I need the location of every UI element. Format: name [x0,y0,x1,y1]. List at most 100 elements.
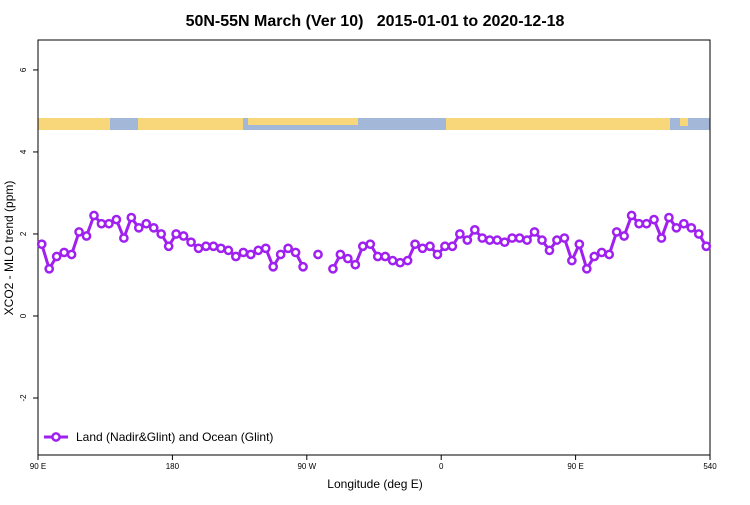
data-point [186,237,196,248]
data-point [581,263,592,274]
data-point [104,218,114,229]
data-point [74,227,84,237]
data-point [357,241,368,252]
data-point [499,237,510,248]
data-point [529,227,540,237]
data-point [350,259,361,270]
data-point [81,231,92,241]
chart-title: 50N-55N March (Ver 10) 2015-01-01 to 202… [186,13,565,30]
data-point [208,241,219,252]
data-point [559,233,570,243]
data-point [96,218,107,229]
data-point [447,241,458,252]
data-point [89,210,99,221]
x-axis-label: Longitude (deg E) [327,477,422,491]
x-tick-label: 90 E [567,462,583,471]
data-point [178,231,189,241]
x-tick-label: 90 E [30,462,46,471]
x-tick-label: 0 [439,462,444,471]
data-point [193,243,204,254]
data-point [410,239,420,250]
data-point [163,241,174,252]
data-point [656,233,667,243]
data-point [626,210,637,221]
data-point [51,251,62,262]
data-point [156,229,167,239]
data-point [596,247,607,258]
data-point [216,243,226,254]
data-point [253,245,264,256]
data-point [664,212,674,223]
data-point [671,222,682,233]
data-point [552,235,562,245]
data-point [201,241,211,252]
data-point [313,249,323,260]
data-point [290,247,301,258]
data-point [469,225,480,235]
data-point [611,227,622,237]
data-point [268,261,279,272]
land-ocean-band [38,118,710,130]
data-point [328,263,338,274]
land-band [248,118,358,125]
x-tick-label: 90 W [297,462,316,471]
data-point [223,245,234,256]
data-point [111,214,122,225]
data-point [544,245,555,256]
data-point [231,251,241,262]
data-point [641,218,652,229]
data-point [604,249,615,260]
y-tick-label: 0 [19,313,28,318]
data-point [119,233,129,243]
data-point [679,218,689,229]
data-point [59,247,69,258]
data-point [425,241,435,252]
land-band [38,118,110,130]
x-tick-label: 540 [703,462,717,471]
data-point [148,222,159,233]
data-point [492,235,503,245]
data-point [395,257,405,268]
data-point [432,249,443,260]
data-point [380,251,391,262]
data-point [589,251,600,262]
data-point [283,243,293,254]
land-band [446,118,670,130]
data-point [693,229,704,239]
legend-marker [51,432,61,442]
y-tick-label: 2 [19,231,28,236]
land-band [138,118,243,130]
data-point [133,222,144,233]
data-point [537,235,547,245]
y-tick-label: 6 [19,67,28,72]
data-point [36,239,47,250]
data-point [574,239,585,250]
data-point [275,249,286,260]
data-point [365,239,376,250]
y-axis-label: XCO2 - MLO trend (ppm) [2,181,16,316]
data-point [141,218,152,229]
data-point [387,255,398,266]
data-point [701,241,712,252]
data-point [260,243,271,254]
data-point [245,249,256,260]
data-point [66,249,77,260]
data-point [619,231,629,241]
data-point [462,235,473,245]
data-point [649,214,659,225]
data-point [507,233,517,243]
data-point [238,247,249,258]
data-point [417,243,428,254]
x-tick-label: 180 [166,462,180,471]
data-point [44,263,55,274]
data-point [567,255,577,266]
data-point [335,249,346,260]
data-point [484,235,495,245]
data-point [343,253,353,264]
data-point [477,233,488,243]
data-point [686,222,697,233]
data-point [514,233,525,243]
data-point [126,212,137,223]
land-band [680,118,688,126]
